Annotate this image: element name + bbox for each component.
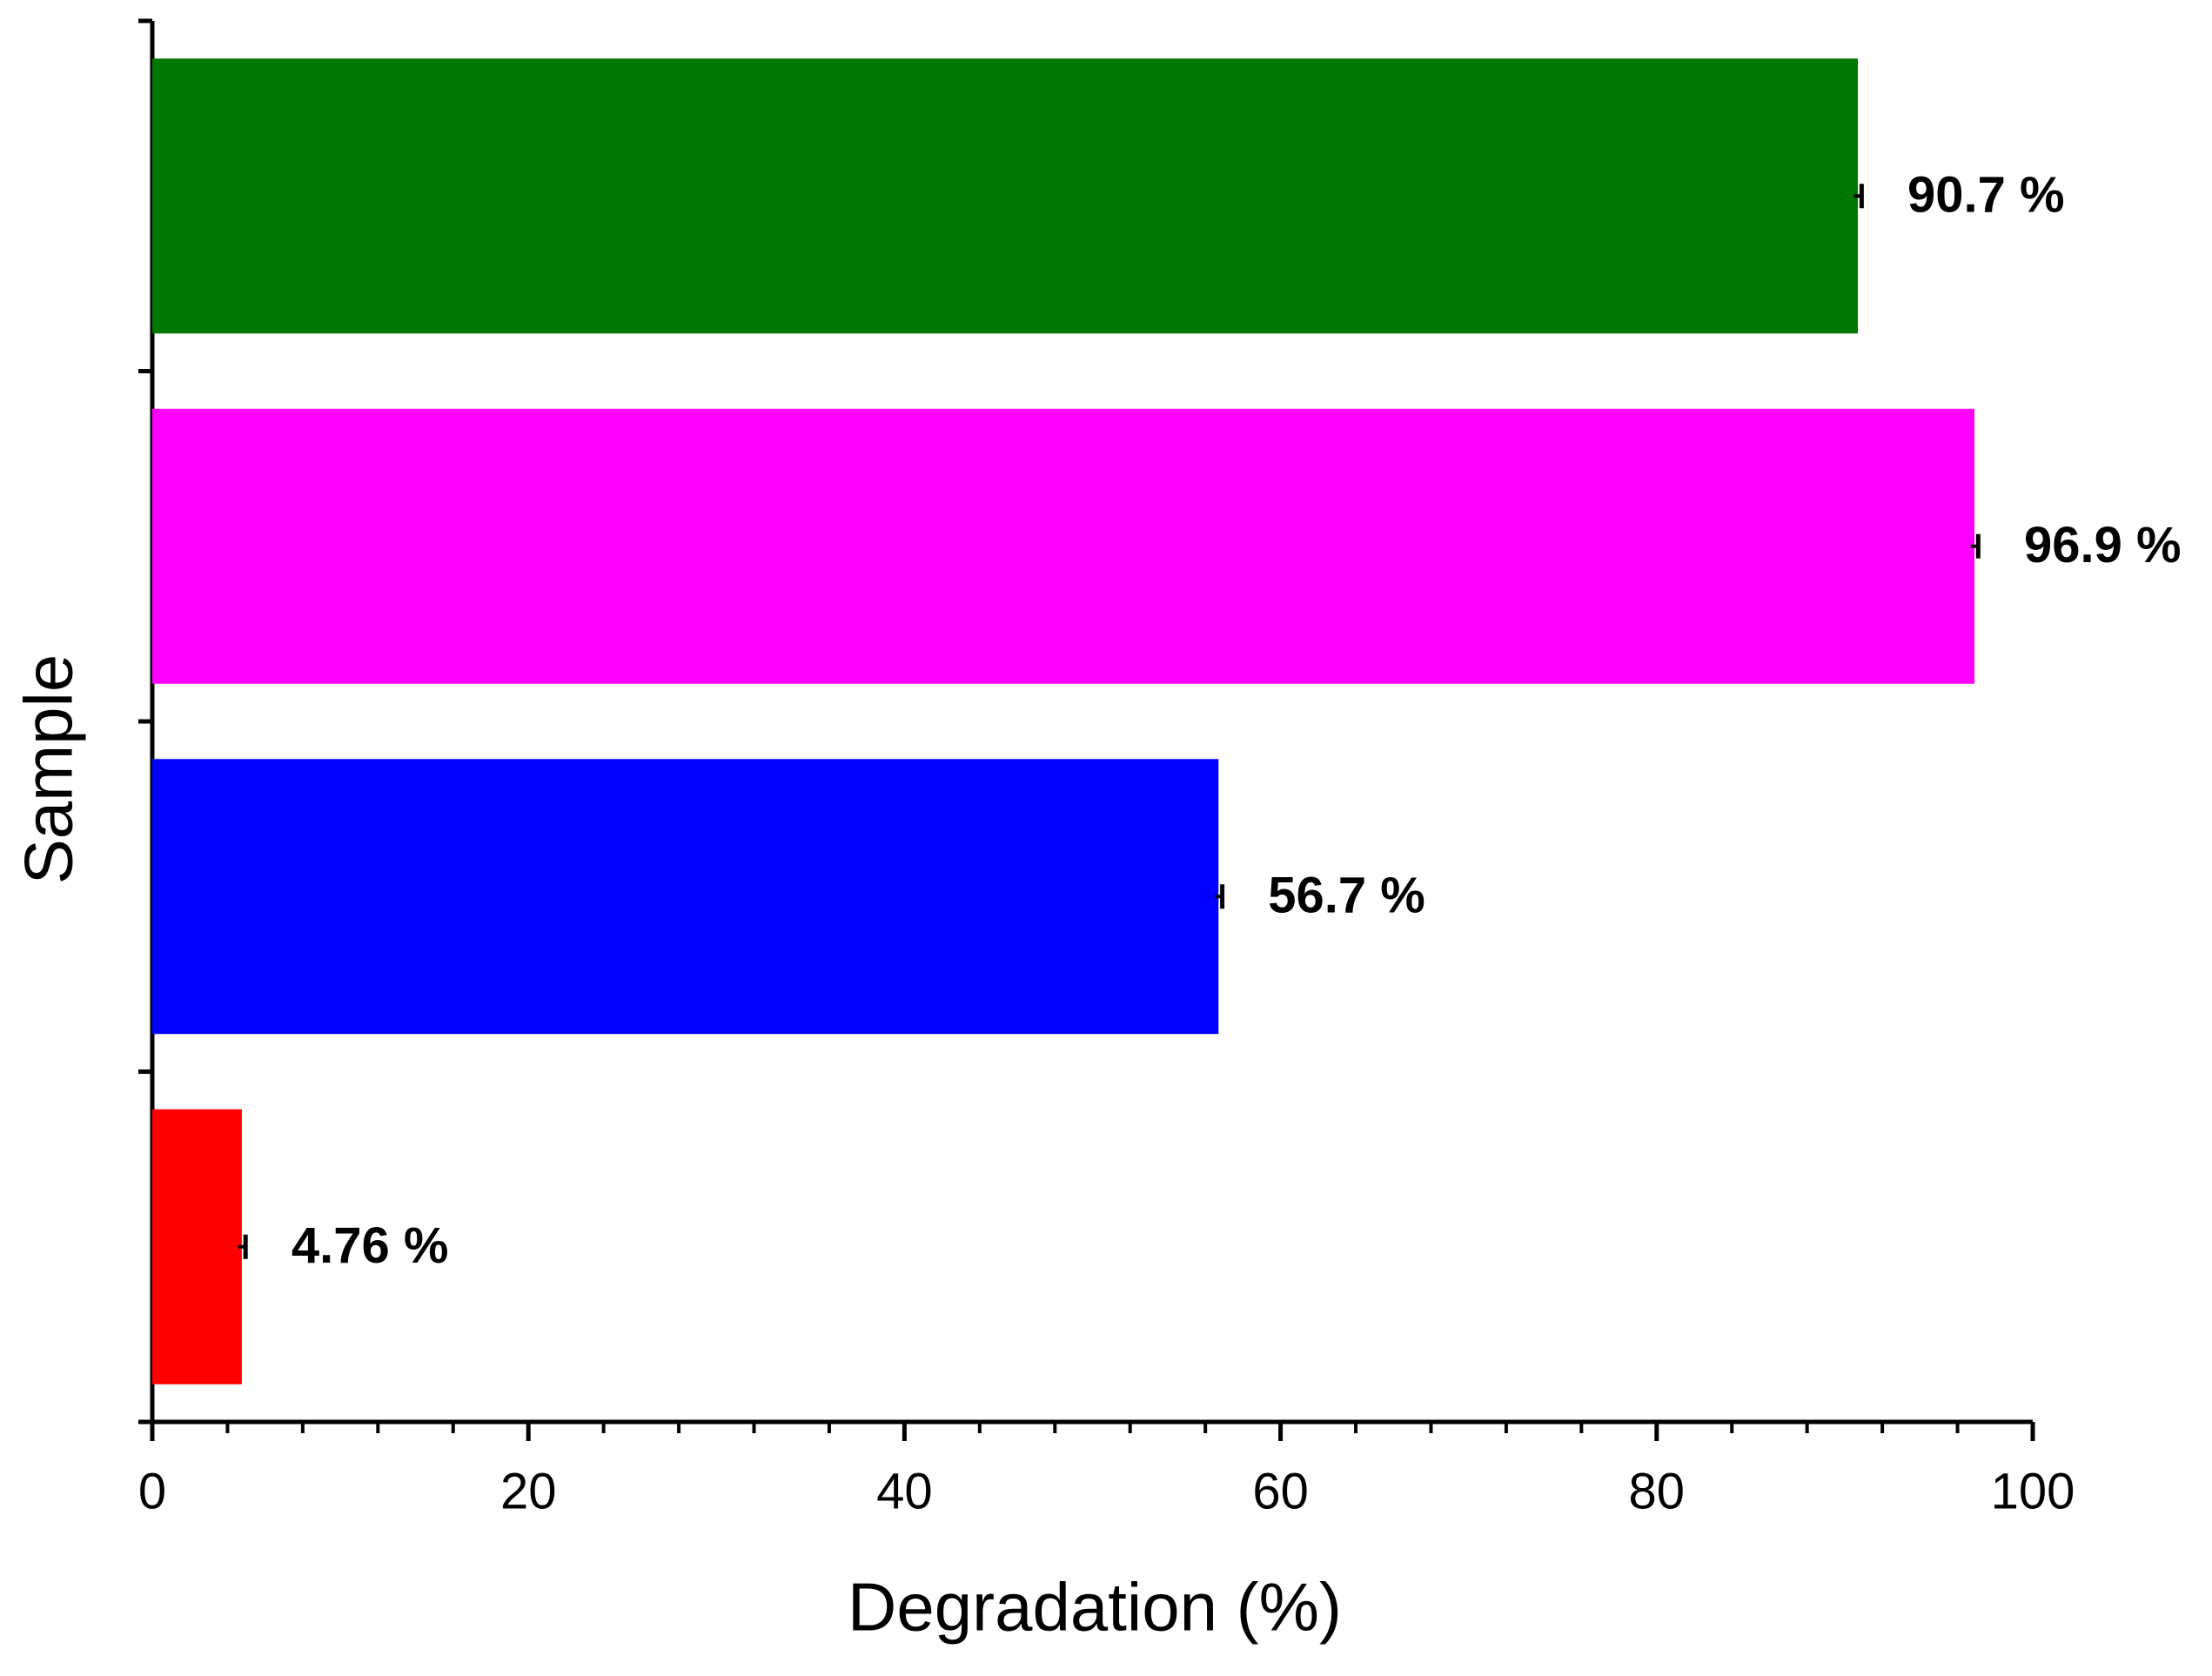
x-tick-label: 100 xyxy=(1991,1463,2075,1519)
y-axis-label: Sample xyxy=(10,654,87,884)
x-tick-label: 40 xyxy=(876,1463,933,1519)
x-tick-label: 60 xyxy=(1252,1463,1309,1519)
value-label: 96.9 % xyxy=(2024,517,2182,573)
value-label: 4.76 % xyxy=(292,1217,449,1274)
value-label: 56.7 % xyxy=(1268,868,1425,924)
x-tick-label: 80 xyxy=(1629,1463,1686,1519)
bar xyxy=(152,408,1975,684)
bar xyxy=(152,759,1219,1035)
bar xyxy=(152,58,1859,334)
bar xyxy=(152,1109,242,1384)
x-tick-label: 20 xyxy=(500,1463,557,1519)
x-axis-label: Degradation (%) xyxy=(848,1569,1342,1646)
x-tick-label: 0 xyxy=(138,1463,166,1519)
value-label: 90.7 % xyxy=(1907,167,2065,224)
